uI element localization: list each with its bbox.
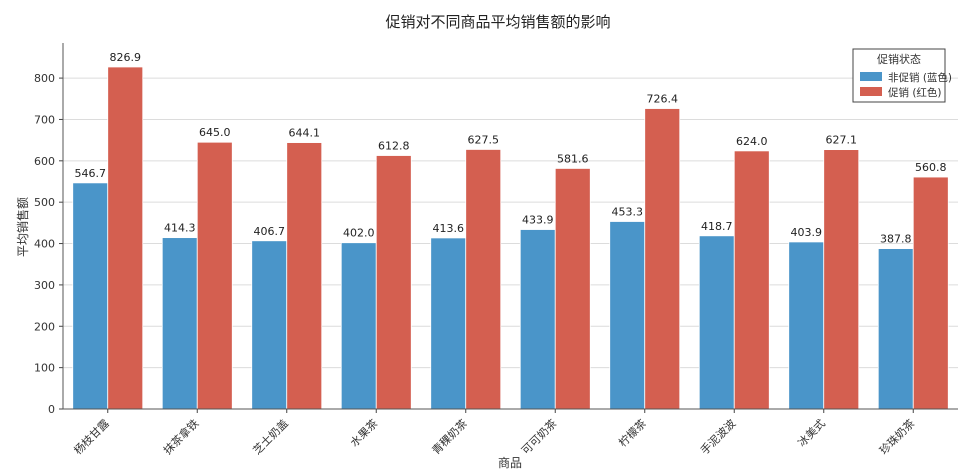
value-labels: 546.7 826.9 414.3 645.0 406.7 644.1 402.0 612.8… [75, 51, 947, 246]
value-label-promo-5: 581.6 [557, 152, 589, 165]
x-tick-label-0: 杨枝甘露 [71, 416, 112, 457]
bar-non-promo-9 [877, 248, 914, 410]
value-label-promo-7: 624.0 [736, 135, 768, 148]
x-tick-label-7: 手泥波波 [697, 416, 738, 457]
value-label-non-promo-0: 546.7 [75, 167, 107, 180]
bar-promo-0 [107, 66, 144, 410]
bar-promo-1 [196, 141, 233, 410]
value-label-non-promo-9: 387.8 [880, 233, 912, 246]
bar-non-promo-7 [698, 235, 735, 410]
bar-promo-4 [465, 149, 502, 410]
y-tick-label-7: 700 [34, 113, 55, 126]
value-label-promo-0: 826.9 [110, 51, 142, 64]
y-axis-label: 平均销售额 [15, 197, 30, 257]
bar-promo-7 [733, 150, 770, 410]
bar-promo-6 [644, 108, 681, 410]
bar-non-promo-0 [72, 182, 109, 410]
x-tick-label-9: 珍珠奶茶 [876, 416, 917, 457]
legend-label-1: 促销 (红色) [888, 86, 942, 99]
bar-non-promo-5 [519, 229, 556, 410]
value-label-non-promo-2: 406.7 [254, 225, 286, 238]
value-label-promo-1: 645.0 [199, 126, 231, 139]
x-tick-label-1: 抹茶拿铁 [160, 416, 201, 457]
chart-title: 促销对不同商品平均销售额的影响 [385, 13, 610, 31]
value-label-non-promo-7: 418.7 [701, 220, 733, 233]
x-axis-label: 商品 [498, 455, 522, 470]
bar-promo-3 [375, 155, 412, 410]
bar-non-promo-1 [161, 237, 198, 410]
x-tick-label-2: 芝士奶盖 [250, 416, 291, 457]
value-label-promo-6: 726.4 [647, 93, 679, 106]
bar-promo-8 [823, 149, 860, 410]
bar-non-promo-8 [788, 241, 825, 410]
y-tick-label-8: 800 [34, 72, 55, 85]
legend-swatch-1 [860, 87, 882, 96]
value-label-non-promo-6: 453.3 [612, 205, 644, 218]
x-tick-label-5: 可可奶茶 [518, 416, 559, 457]
y-tick-label-5: 500 [34, 196, 55, 209]
value-label-promo-4: 627.5 [468, 133, 500, 146]
value-label-non-promo-1: 414.3 [164, 222, 196, 235]
value-label-promo-3: 612.8 [378, 140, 410, 153]
x-tick-label-3: 水果茶 [348, 417, 381, 450]
value-label-non-promo-5: 433.9 [522, 214, 554, 227]
y-tick-label-6: 600 [34, 155, 55, 168]
legend-label-0: 非促销 (蓝色) [888, 71, 952, 84]
bar-promo-9 [912, 176, 949, 410]
legend-swatch-0 [860, 72, 882, 81]
bars [72, 66, 949, 410]
x-tick-label-6: 柠檬茶 [616, 416, 649, 449]
y-tick-label-4: 400 [34, 238, 55, 251]
y-tick-label-3: 300 [34, 279, 55, 292]
value-label-non-promo-4: 413.6 [433, 222, 465, 235]
y-tick-label-1: 100 [34, 362, 55, 375]
bar-non-promo-3 [340, 242, 377, 410]
y-tick-label-0: 0 [48, 403, 55, 416]
bar-non-promo-6 [609, 221, 646, 410]
y-tick-label-2: 200 [34, 320, 55, 333]
x-tick-label-8: 冰美式 [795, 417, 828, 450]
value-label-non-promo-8: 403.9 [791, 226, 823, 239]
value-label-non-promo-3: 402.0 [343, 227, 375, 240]
bar-non-promo-2 [251, 240, 288, 410]
value-label-promo-9: 560.8 [915, 161, 947, 174]
value-label-promo-8: 627.1 [826, 134, 858, 147]
value-label-promo-2: 644.1 [289, 127, 321, 140]
x-tick-label-4: 青稞奶茶 [429, 416, 470, 457]
bar-promo-2 [286, 142, 323, 410]
bar-non-promo-4 [430, 237, 467, 410]
bar-promo-5 [554, 168, 591, 410]
legend-title: 促销状态 [877, 52, 921, 66]
